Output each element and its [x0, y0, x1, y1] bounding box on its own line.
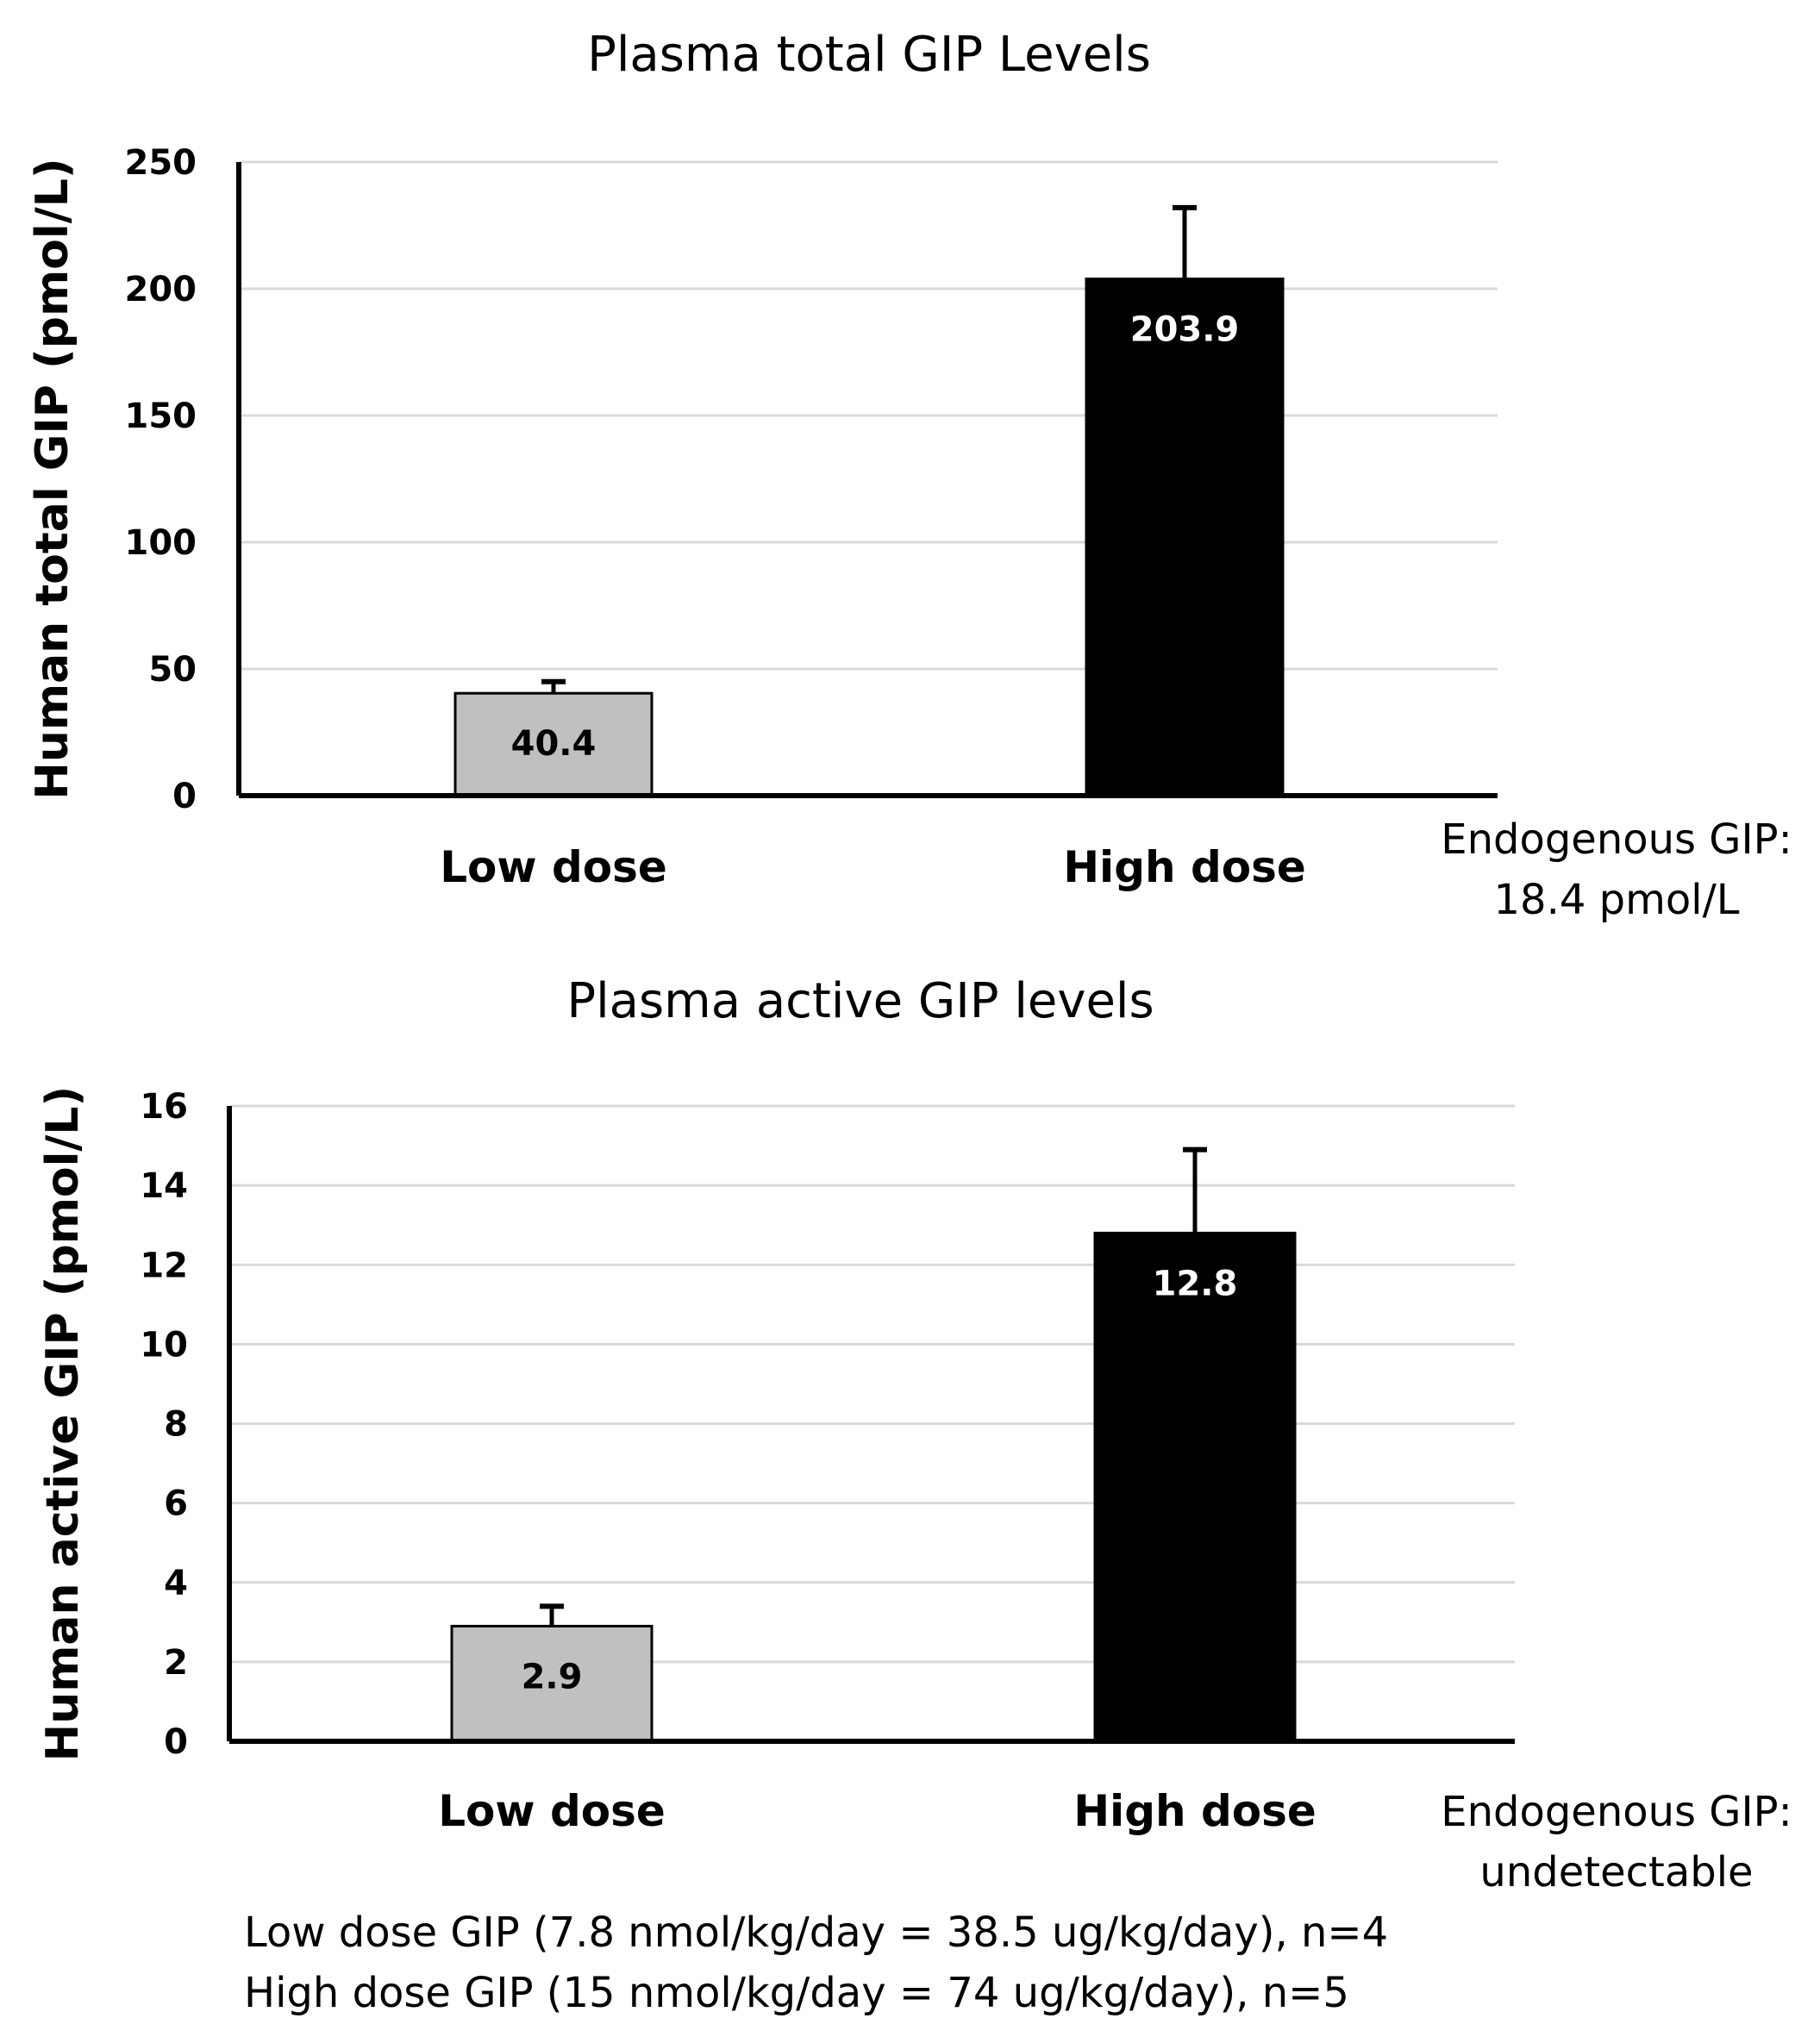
y-tick-label: 4 — [164, 1564, 188, 1603]
y-tick-label: 100 — [125, 523, 197, 563]
y-tick-label: 16 — [140, 1087, 188, 1127]
y-axis-label: Human total GIP (pmol/L) — [27, 158, 78, 799]
bar-value-label: 12.8 — [1153, 1264, 1238, 1303]
x-category-label: High dose — [1063, 842, 1306, 892]
y-tick-label: 12 — [140, 1246, 188, 1285]
y-tick-label: 200 — [125, 270, 197, 309]
bar — [450, 1624, 654, 1743]
bar — [1093, 1231, 1297, 1743]
endogenous-gip-note: Endogenous GIP: — [1441, 1788, 1792, 1836]
endogenous-gip-note: 18.4 pmol/L — [1494, 876, 1740, 924]
y-tick-label: 50 — [148, 650, 197, 690]
y-tick-label: 250 — [125, 143, 197, 183]
total-gip-chart: Plasma total GIP Levels 0 50 100 150 200 250 Hu… — [27, 27, 1792, 924]
bar — [1085, 278, 1285, 797]
chart-title: Plasma total GIP Levels — [587, 27, 1151, 83]
x-category-label: Low dose — [440, 842, 667, 892]
footnote: Low dose GIP (7.8 nmol/kg/day = 38.5 ug/… — [244, 1909, 1388, 2017]
bar-value-label: 40.4 — [511, 724, 597, 764]
footnote-line-high-dose: High dose GIP (15 nmol/kg/day = 74 ug/kg… — [244, 1969, 1349, 2017]
y-tick-label: 150 — [125, 397, 197, 436]
endogenous-gip-note: undetectable — [1479, 1848, 1753, 1896]
y-axis-label: Human active GIP (pmol/L) — [37, 1086, 89, 1762]
y-tick-label: 10 — [140, 1325, 188, 1365]
bar-value-label: 2.9 — [522, 1657, 583, 1696]
endogenous-gip-note: Endogenous GIP: — [1441, 815, 1792, 864]
y-tick-label: 0 — [172, 777, 197, 816]
y-tick-label: 0 — [164, 1722, 188, 1762]
active-gip-chart: Plasma active GIP levels 0 2 4 6 8 10 12 14 16 Hum… — [37, 973, 1792, 1896]
y-tick-label: 14 — [140, 1166, 188, 1206]
bar-value-label: 203.9 — [1130, 310, 1240, 350]
x-category-label: High dose — [1073, 1786, 1317, 1836]
footnote-line-low-dose: Low dose GIP (7.8 nmol/kg/day = 38.5 ug/… — [244, 1909, 1388, 1957]
y-tick-label: 6 — [164, 1484, 188, 1524]
y-tick-label: 8 — [164, 1405, 188, 1445]
chart-title: Plasma active GIP levels — [566, 973, 1154, 1029]
y-tick-label: 2 — [164, 1643, 188, 1683]
x-category-label: Low dose — [438, 1786, 666, 1836]
